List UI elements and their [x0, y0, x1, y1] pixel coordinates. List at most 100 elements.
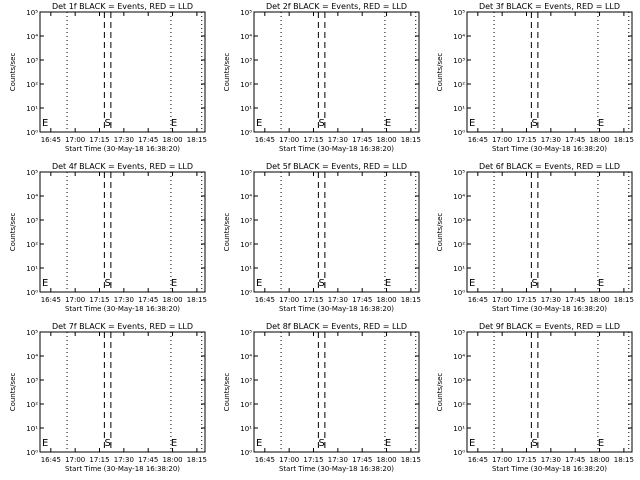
xtick-label: 17:00 [279, 456, 299, 464]
ytick-label: 10¹ [240, 105, 252, 113]
event-marker-e-left: E [256, 438, 262, 449]
ytick-label: 10⁵ [240, 329, 252, 337]
chart-title: Det 8f BLACK = Events, RED = LLD [266, 322, 407, 331]
event-marker-e-left: E [42, 278, 48, 289]
chart-panel-2: Det 2f BLACK = Events, RED = LLD 10⁰ 10¹ 10… [223, 2, 421, 153]
event-marker-e-left: E [42, 118, 48, 129]
xtick-label: 18:15 [401, 296, 421, 304]
x-axis-label: Start Time (30-May-18 16:38:20) [65, 145, 180, 153]
plot-frame [466, 11, 633, 133]
ytick-label: 10³ [453, 377, 465, 385]
event-marker-e-left: E [469, 278, 475, 289]
xtick-label: 16:45 [255, 136, 275, 144]
xtick-label: 17:30 [541, 456, 561, 464]
ytick-label: 10² [240, 81, 252, 89]
xtick-label: 17:30 [114, 296, 134, 304]
event-marker-e-left: E [469, 118, 475, 129]
x-axis-label: Start Time (30-May-18 16:38:20) [492, 145, 607, 153]
ytick-label: 10⁵ [240, 9, 252, 17]
ytick-label: 10³ [453, 217, 465, 225]
ytick-label: 10² [453, 81, 465, 89]
plot-frame [39, 11, 206, 133]
y-axis-label: Counts/sec [436, 53, 444, 92]
chart-panel-7: Det 7f BLACK = Events, RED = LLD 10⁰ 10¹ 10… [9, 322, 207, 473]
y-axis-label: Counts/sec [223, 53, 231, 92]
event-marker-e-left: E [256, 118, 262, 129]
x-axis-label: Start Time (30-May-18 16:38:20) [279, 465, 394, 473]
ytick-label: 10⁵ [453, 169, 465, 177]
ytick-label: 10⁵ [26, 9, 38, 17]
event-marker-e-right: E [598, 278, 604, 289]
ytick-label: 10² [240, 241, 252, 249]
xtick-label: 17:00 [279, 136, 299, 144]
ytick-label: 10³ [240, 57, 252, 65]
xtick-label: 18:15 [187, 456, 207, 464]
ytick-label: 10¹ [26, 105, 38, 113]
chart-title: Det 3f BLACK = Events, RED = LLD [479, 2, 620, 11]
ytick-label: 10³ [240, 217, 252, 225]
xtick-label: 18:15 [401, 456, 421, 464]
xtick-label: 16:45 [41, 136, 61, 144]
y-axis-label: Counts/sec [223, 373, 231, 412]
plot-frame [466, 171, 633, 293]
xtick-label: 17:15 [303, 296, 323, 304]
xtick-label: 17:15 [89, 456, 109, 464]
xtick-label: 18:00 [589, 456, 609, 464]
ytick-label: 10¹ [453, 265, 465, 273]
ytick-label: 10⁴ [453, 353, 465, 361]
ytick-label: 10⁰ [26, 129, 38, 137]
xtick-label: 16:45 [41, 296, 61, 304]
ytick-label: 10¹ [453, 425, 465, 433]
event-marker-s: S [531, 118, 537, 129]
event-marker-e-right: E [171, 278, 177, 289]
chart-title: Det 1f BLACK = Events, RED = LLD [52, 2, 193, 11]
event-marker-s: S [531, 438, 537, 449]
xtick-label: 16:45 [41, 456, 61, 464]
chart-title: Det 5f BLACK = Events, RED = LLD [266, 162, 407, 171]
xtick-label: 18:00 [162, 296, 182, 304]
event-marker-s: S [104, 278, 110, 289]
chart-title: Det 7f BLACK = Events, RED = LLD [52, 322, 193, 331]
xtick-label: 17:00 [492, 136, 512, 144]
xtick-label: 17:45 [138, 136, 158, 144]
ytick-label: 10² [453, 401, 465, 409]
x-axis-label: Start Time (30-May-18 16:38:20) [492, 465, 607, 473]
xtick-label: 18:00 [376, 456, 396, 464]
y-axis-label: Counts/sec [436, 213, 444, 252]
xtick-label: 17:00 [492, 456, 512, 464]
ytick-label: 10⁴ [453, 193, 465, 201]
chart-panel-6: Det 6f BLACK = Events, RED = LLD 10⁰ 10¹ 10… [436, 162, 634, 313]
xtick-label: 17:15 [89, 136, 109, 144]
event-marker-e-right: E [385, 118, 391, 129]
xtick-label: 17:00 [65, 136, 85, 144]
xtick-label: 17:45 [138, 296, 158, 304]
xtick-label: 16:45 [255, 296, 275, 304]
ytick-label: 10⁰ [26, 449, 38, 457]
ytick-label: 10⁴ [240, 193, 252, 201]
plot-frame [253, 331, 420, 453]
ytick-label: 10⁴ [240, 353, 252, 361]
ytick-label: 10³ [453, 57, 465, 65]
ytick-label: 10⁴ [26, 353, 38, 361]
xtick-label: 16:45 [468, 456, 488, 464]
event-marker-e-right: E [171, 438, 177, 449]
xtick-label: 17:45 [565, 296, 585, 304]
xtick-label: 17:30 [328, 456, 348, 464]
ytick-label: 10¹ [453, 105, 465, 113]
chart-panel-1: Det 1f BLACK = Events, RED = LLD 10⁰ 10¹ 10… [9, 2, 207, 153]
x-axis-label: Start Time (30-May-18 16:38:20) [492, 305, 607, 313]
ytick-label: 10⁵ [26, 169, 38, 177]
y-axis-label: Counts/sec [9, 213, 17, 252]
ytick-label: 10⁰ [240, 129, 252, 137]
ytick-label: 10¹ [240, 265, 252, 273]
x-axis-label: Start Time (30-May-18 16:38:20) [65, 465, 180, 473]
xtick-label: 16:45 [468, 296, 488, 304]
chart-panel-9: Det 9f BLACK = Events, RED = LLD 10⁰ 10¹ 10… [436, 322, 634, 473]
xtick-label: 17:30 [114, 136, 134, 144]
xtick-label: 18:00 [589, 136, 609, 144]
ytick-label: 10⁰ [453, 449, 465, 457]
xtick-label: 16:45 [255, 456, 275, 464]
ytick-label: 10³ [26, 377, 38, 385]
y-axis-label: Counts/sec [9, 373, 17, 412]
xtick-label: 18:15 [401, 136, 421, 144]
